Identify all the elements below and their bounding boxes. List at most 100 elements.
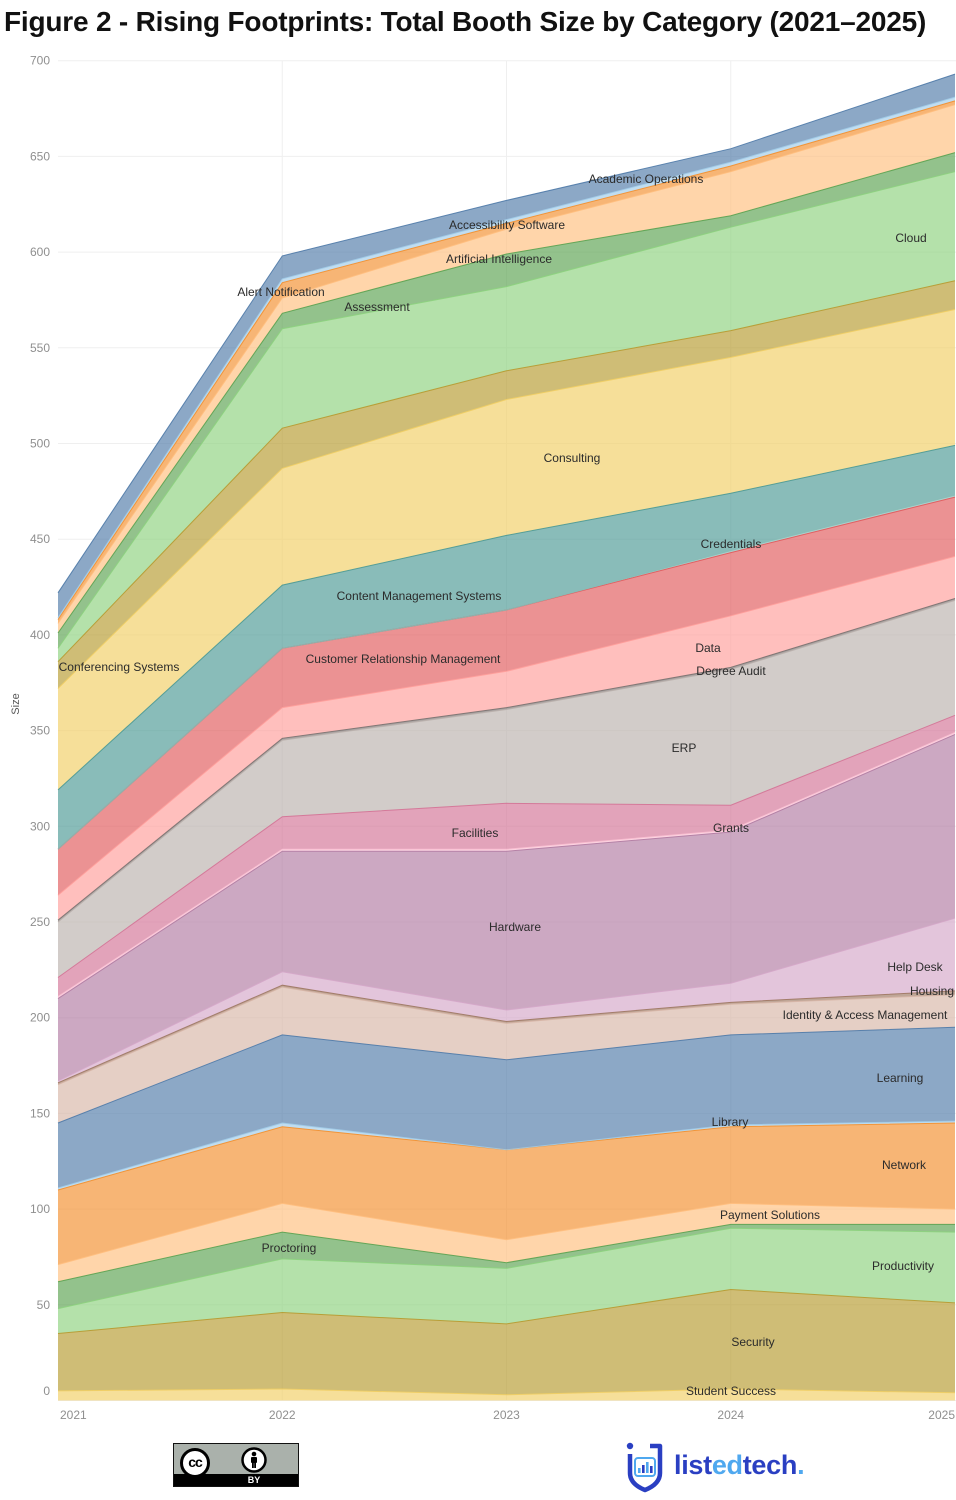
area-productivity [58,1228,955,1334]
area-data [58,556,955,921]
area-identity-access-management [58,987,955,1123]
label-identity-access-management: Identity & Access Management [783,1008,948,1022]
y-tick-label: 250 [30,915,50,929]
x-tick-label: 2024 [717,1408,744,1422]
cc-by-license-badge: BY cc [173,1443,299,1487]
area-conferencing-systems [58,280,955,689]
area-edge-artificial-intelligence [57,104,956,624]
area-edge-content-management-systems [57,444,956,791]
area-student-success [58,1389,955,1401]
y-tick-label: 650 [30,149,50,163]
label-artificial-intelligence: Artificial Intelligence [446,252,552,266]
listedtech-wordmark: listedtech. [674,1449,805,1481]
y-tick-label: 100 [30,1202,50,1216]
area-edge-learning [57,1026,956,1124]
area-proctoring [58,1224,955,1309]
area-learning [58,1027,955,1188]
y-axis: 0 50 100 150 200 250 300 350 400 450 500 550 600 650 7… [30,54,50,1398]
label-proctoring: Proctoring [262,1241,317,1255]
area-edge-facilities [57,714,956,978]
area-edge-identity-access-management [57,986,956,1086]
area-network [58,1123,955,1265]
label-data: Data [695,641,721,655]
area-erp [58,600,955,978]
chart-title: Figure 2 - Rising Footprints: Total Boot… [4,6,927,37]
license-by-label: BY [247,1475,261,1485]
area-edge-alert-notification [57,100,956,620]
area-hardware [58,734,955,1081]
label-consulting: Consulting [544,451,601,465]
series-labels: Student Success Security Productivity Proct… [59,172,954,1398]
y-tick-label: 50 [37,1298,51,1312]
area-consulting [58,309,955,790]
label-learning: Learning [877,1071,924,1085]
x-tick-label: 2023 [493,1408,520,1422]
label-productivity: Productivity [872,1259,934,1273]
listedtech-shield-icon [626,1442,663,1493]
area-edge-academic-operations [57,73,956,594]
label-accessibility-software: Accessibility Software [449,218,565,232]
area-edge-security [57,1288,956,1334]
y-tick-label: 500 [30,437,50,451]
x-tick-label: 2025 [928,1408,955,1422]
logo-suffix: tech [742,1450,798,1480]
area-cloud [58,171,955,662]
label-security: Security [731,1335,774,1349]
x-tick-label: 2022 [269,1408,296,1422]
y-tick-label: 0 [43,1384,50,1398]
area-security [58,1289,955,1395]
area-help-desk [58,918,955,1083]
logo-dot: . [797,1450,805,1480]
area-edge-grants [57,732,956,998]
logo-prefix: list [674,1450,712,1480]
y-tick-label: 450 [30,532,50,546]
area-content-management-systems [58,445,955,850]
label-degree-audit: Degree Audit [696,664,766,678]
y-tick-label: 300 [30,819,50,833]
area-edge-student-success [57,1388,956,1396]
area-artificial-intelligence [58,104,955,633]
area-edge-assessment [57,152,956,634]
label-customer-relationship-management: Customer Relationship Management [306,652,501,666]
x-tick-label: 2021 [60,1408,87,1422]
label-network: Network [882,1158,927,1172]
area-edge-housing [57,984,956,1084]
y-tick-label: 400 [30,628,50,642]
area-edge-consulting [57,309,956,689]
area-edge-proctoring [57,1223,955,1283]
x-axis: 2021 2022 2023 2024 2025 [60,1408,955,1422]
area-edge-credentials [57,494,956,850]
area-facilities [58,715,955,997]
y-tick-label: 200 [30,1011,50,1025]
label-facilities: Facilities [452,826,499,840]
label-help-desk: Help Desk [887,960,943,974]
creative-commons-icon: cc [180,1448,210,1478]
stacked-area-chart: Student Success Security Productivity Proct… [10,54,956,1422]
label-hardware: Hardware [489,920,541,934]
label-housing: Housing [910,984,954,998]
label-assessment: Assessment [344,300,410,314]
area-edge-accessibility-software [57,96,956,618]
label-academic-operations: Academic Operations [589,172,704,186]
series-edges [57,73,956,1396]
attribution-person-icon [241,1447,267,1473]
area-edge-data [57,555,956,896]
label-content-management-systems: Content Management Systems [337,589,502,603]
area-edge-conferencing-systems [57,280,956,663]
y-tick-label: 150 [30,1106,50,1120]
label-conferencing-systems: Conferencing Systems [59,660,180,674]
series-areas [58,74,955,1401]
label-alert-notification: Alert Notification [237,285,324,299]
area-edge-library [57,1120,956,1189]
license-strip [174,1474,298,1486]
label-erp: ERP [672,741,697,755]
area-edge-payment-solutions [57,1202,956,1266]
y-tick-label: 350 [30,724,50,738]
area-edge-erp [57,599,956,923]
area-edge-degree-audit [57,598,956,921]
area-edge-hardware [57,733,956,1000]
area-edge-productivity [57,1227,956,1310]
y-tick-label: 700 [30,54,50,68]
area-edge-cloud [57,171,956,649]
label-cloud: Cloud [895,231,926,245]
